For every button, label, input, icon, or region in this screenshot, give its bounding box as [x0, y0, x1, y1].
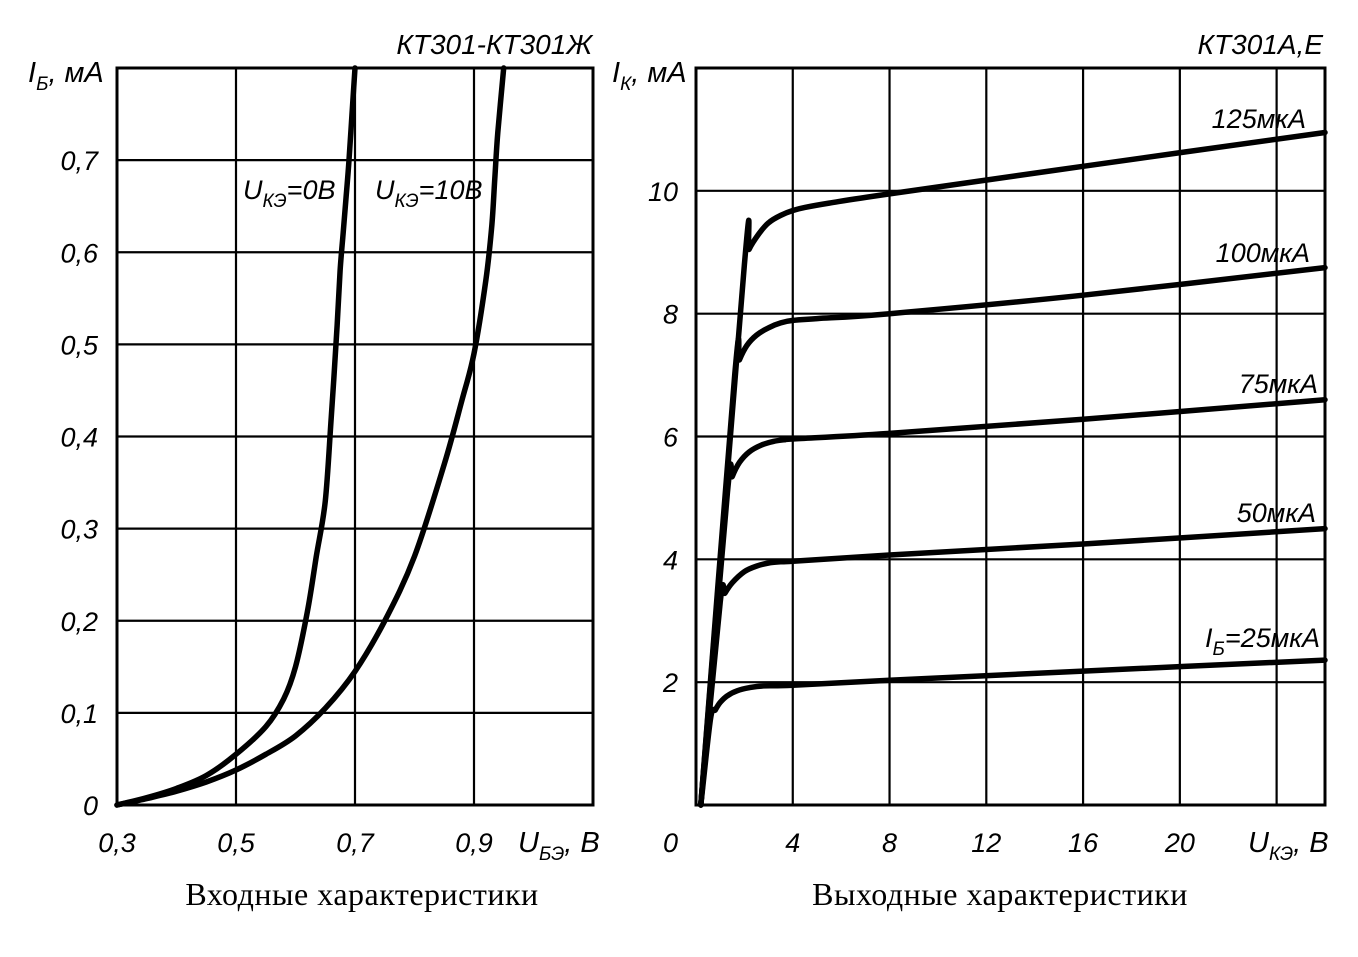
y-tick-label: 8 [663, 300, 678, 330]
y-axis-label: IК, мА [612, 57, 687, 95]
y-tick-label: 6 [663, 423, 679, 453]
x-tick-label: 16 [1068, 828, 1099, 858]
x-tick-label: 20 [1164, 828, 1195, 858]
series-label-3: 75мкА [1239, 369, 1318, 399]
y-tick-label: 10 [648, 177, 678, 207]
y-tick-label: 4 [663, 545, 678, 575]
series-curve-1 [114, 65, 358, 808]
series-label-1: IБ=25мкА [1205, 623, 1320, 660]
x-axis-label: UБЭ, В [518, 827, 600, 865]
chart-title: КТ301-КТ301Ж [396, 29, 594, 60]
x-axis-label: UКЭ, В [1248, 827, 1329, 865]
y-tick-label: 0,2 [60, 607, 98, 637]
series-curve-5 [698, 129, 1328, 808]
x-tick-label: 0,3 [98, 828, 136, 858]
y-tick-label: 0,6 [60, 238, 99, 268]
series-label-4: 100мкА [1216, 238, 1310, 268]
input-characteristics-chart: 0,3 0,5 0,7 0,9 0 0,1 0,2 0,3 0,4 0,5 0,6 0,7 КТ301-… [28, 29, 600, 912]
chart-title: КТ301А,Е [1198, 29, 1324, 60]
y-tick-label: 0,4 [60, 423, 98, 453]
x-tick-label: 8 [882, 828, 897, 858]
y-tick-label: 0,7 [60, 146, 99, 176]
series-label-1: UКЭ=0В [243, 175, 335, 212]
y-tick-label: 0,5 [60, 330, 99, 360]
y-axis-label: IБ, мА [28, 57, 104, 95]
chart-caption: Выходные характеристики [812, 876, 1188, 912]
plot-frame [694, 66, 1327, 807]
series-curve-3 [698, 396, 1328, 808]
series-label-5: 125мкА [1212, 104, 1306, 134]
series-curve-2 [698, 525, 1328, 808]
x-tick-label: 12 [971, 828, 1001, 858]
x-tick-label: 0,7 [336, 828, 375, 858]
x-tick-label: 0,9 [455, 828, 493, 858]
series-curve-1 [698, 657, 1328, 808]
y-tick-label: 0,3 [60, 515, 98, 545]
origin-label: 0 [663, 828, 678, 858]
series-label-2: UКЭ=10В [375, 175, 482, 212]
y-tick-label: 0 [83, 791, 98, 821]
x-tick-label: 0,5 [217, 828, 256, 858]
x-tick-label: 4 [785, 828, 800, 858]
chart-caption: Входные характеристики [185, 876, 538, 912]
y-tick-label: 2 [662, 668, 678, 698]
y-tick-label: 0,1 [60, 699, 98, 729]
series-curve-2 [114, 65, 507, 808]
series-label-2: 50мкА [1237, 498, 1316, 528]
